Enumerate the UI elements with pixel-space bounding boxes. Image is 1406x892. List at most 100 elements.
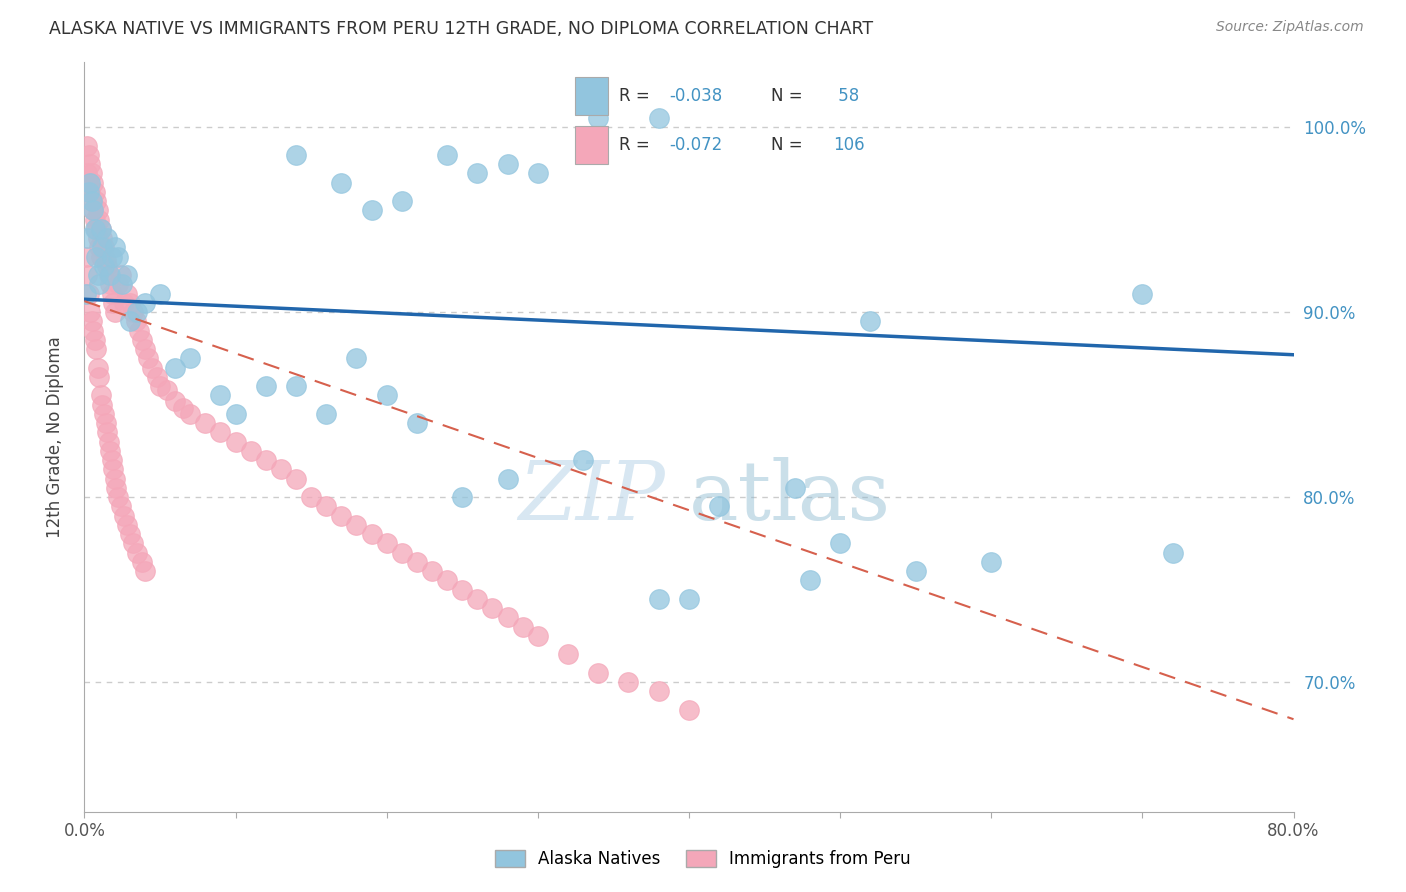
Point (112, 508, 135, 523)
Point (512, 620, 534, 634)
Point (76, 138, 98, 153)
Point (467, 166, 489, 180)
Point (125, 314, 148, 328)
Point (105, 481, 128, 495)
Point (572, 453, 595, 467)
Point (209, 388, 232, 402)
Point (101, 296, 124, 310)
Point (406, 416, 429, 430)
Point (149, 286, 172, 301)
Point (87, 268, 110, 283)
Point (84, 333, 107, 347)
Point (134, 296, 156, 310)
Point (107, 250, 129, 264)
Point (107, 490, 129, 504)
Point (179, 407, 201, 421)
Point (89, 240, 111, 254)
Point (165, 394, 187, 409)
Point (299, 490, 322, 504)
Point (86, 342, 108, 356)
Point (93, 407, 115, 421)
Point (118, 314, 141, 328)
Point (270, 462, 292, 476)
Point (346, 518, 368, 533)
Point (225, 407, 247, 421)
Point (156, 383, 179, 397)
Point (115, 268, 138, 283)
Point (86, 222, 108, 236)
Point (360, 203, 382, 218)
Point (146, 370, 169, 384)
Point (859, 314, 882, 328)
Text: Source: ZipAtlas.com: Source: ZipAtlas.com (1216, 20, 1364, 34)
Point (100, 250, 122, 264)
Point (91, 231, 114, 245)
Point (127, 546, 149, 560)
Point (134, 342, 156, 356)
Point (101, 462, 124, 476)
Point (330, 176, 353, 190)
Point (82, 203, 104, 218)
Point (315, 407, 337, 421)
Point (496, 472, 519, 486)
Point (496, 157, 519, 171)
Point (1130, 286, 1153, 301)
Point (79, 305, 101, 319)
Point (84, 212, 107, 227)
Point (75, 286, 97, 301)
Point (96, 425, 118, 440)
Point (82, 176, 104, 190)
Point (121, 305, 143, 319)
Point (315, 500, 337, 514)
Point (980, 555, 1002, 569)
Point (97, 434, 120, 449)
Point (93, 240, 115, 254)
Point (90, 222, 112, 236)
Point (141, 360, 163, 375)
Point (107, 277, 129, 292)
Point (134, 564, 156, 578)
Point (420, 564, 443, 578)
Point (91, 240, 114, 254)
Point (285, 148, 308, 162)
Text: atlas: atlas (689, 457, 891, 537)
Point (131, 333, 153, 347)
Point (496, 610, 519, 624)
Point (451, 582, 474, 597)
Point (225, 434, 247, 449)
Point (527, 629, 550, 643)
Point (149, 379, 172, 393)
Point (285, 472, 308, 486)
Point (77, 286, 100, 301)
Point (100, 453, 122, 467)
Point (165, 360, 187, 375)
Point (110, 500, 132, 514)
Point (436, 574, 458, 588)
Point (904, 564, 927, 578)
Point (136, 351, 159, 366)
Point (86, 194, 108, 209)
Point (76, 268, 98, 283)
Point (94, 416, 117, 430)
Point (128, 324, 150, 338)
Point (194, 416, 217, 430)
Point (77, 185, 100, 199)
Point (90, 388, 112, 402)
Point (97, 268, 120, 283)
Legend: Alaska Natives, Immigrants from Peru: Alaska Natives, Immigrants from Peru (488, 843, 918, 875)
Point (617, 675, 640, 690)
Point (79, 185, 101, 199)
Point (360, 527, 382, 541)
Point (84, 185, 107, 199)
Point (375, 536, 398, 550)
Point (830, 536, 852, 550)
Point (172, 401, 194, 416)
Point (80, 166, 103, 180)
Point (527, 166, 550, 180)
Point (89, 277, 111, 292)
Point (1161, 546, 1184, 560)
Point (678, 591, 700, 606)
Point (80, 314, 103, 328)
Point (451, 490, 474, 504)
Point (94, 253, 117, 268)
